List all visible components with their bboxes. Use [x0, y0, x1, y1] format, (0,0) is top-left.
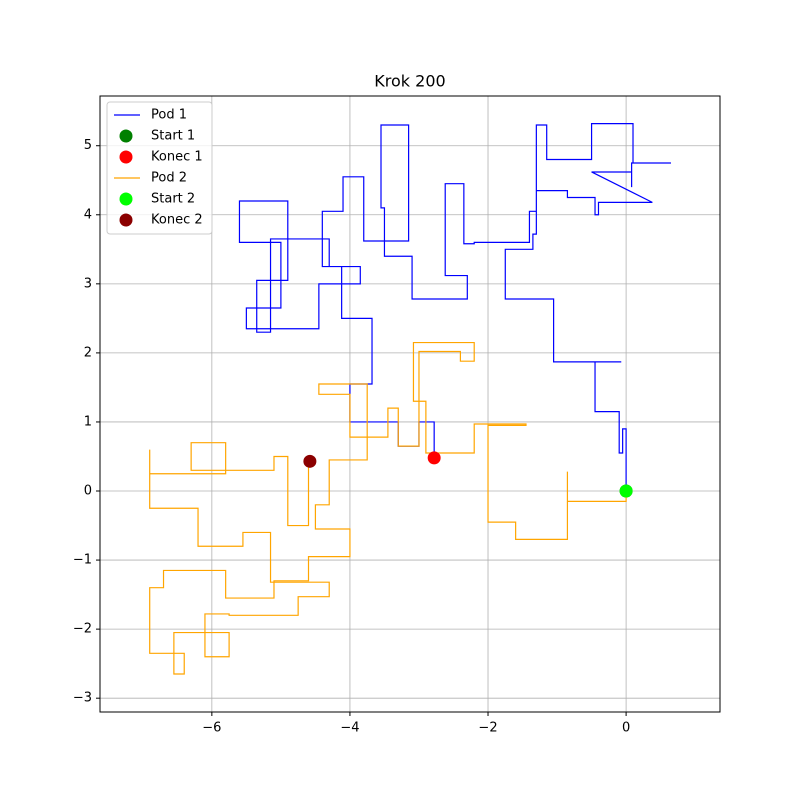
x-tick-label: −6 — [202, 721, 221, 736]
y-tick-label: −3 — [73, 691, 92, 706]
y-tick-label: 5 — [84, 138, 92, 153]
y-tick-label: −1 — [73, 553, 92, 568]
walk-line — [149, 341, 627, 675]
legend-marker — [119, 213, 133, 227]
point — [619, 484, 633, 498]
y-tick-label: 1 — [84, 414, 92, 429]
legend-label: Pod 2 — [151, 171, 187, 186]
x-tick-label: −4 — [340, 721, 359, 736]
legend: Pod 1 Start 1 Konec 1 Pod 2 Start 2 Konec 2 — [106, 101, 213, 235]
legend-marker — [119, 129, 133, 143]
y-tick-label: 3 — [84, 276, 92, 291]
y-tick-label: 2 — [84, 345, 92, 360]
legend-label: Start 2 — [151, 192, 195, 207]
walk-line — [238, 123, 671, 492]
chart-title: Krok 200 — [374, 72, 445, 91]
legend-label: Pod 1 — [151, 108, 187, 123]
legend-marker — [119, 192, 133, 206]
point — [427, 451, 441, 465]
y-tick-label: 0 — [84, 484, 92, 499]
legend-label: Start 1 — [151, 129, 195, 144]
legend-label: Konec 2 — [151, 213, 203, 228]
legend-marker — [119, 150, 133, 164]
point — [303, 454, 317, 468]
legend-box — [106, 101, 213, 235]
y-tick-label: 4 — [84, 207, 92, 222]
x-tick-label: −2 — [478, 721, 497, 736]
y-tick-label: −2 — [73, 622, 92, 637]
plot-frame — [99, 95, 721, 713]
legend-label: Konec 1 — [151, 150, 203, 165]
x-tick-label: 0 — [622, 721, 630, 736]
